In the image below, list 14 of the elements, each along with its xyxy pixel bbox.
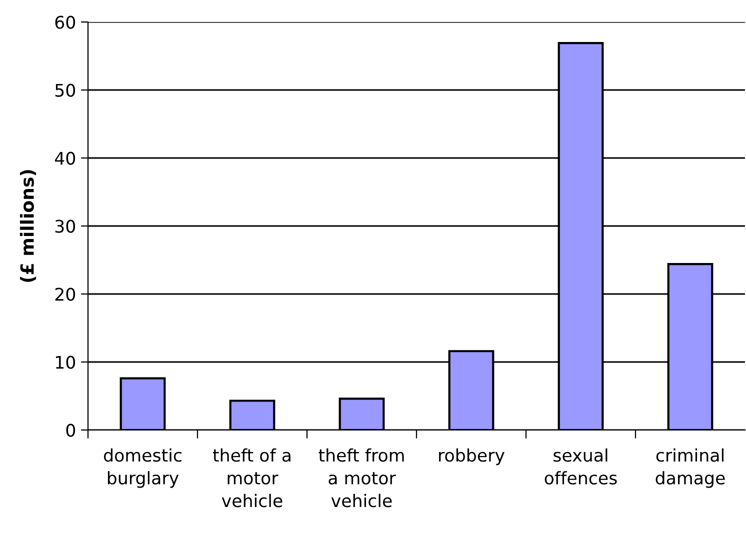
x-tick-label: sexual offences [544,448,617,485]
x-tick-label: robbery [439,448,504,466]
x-tick-label: domestic burglary [104,448,182,488]
y-tick-label: 0 [66,424,76,437]
x-tick-label: theft of a motor vehicle [212,448,290,508]
y-tick-label: 60 [55,16,76,29]
y-axis-title: (£ millions) [20,170,36,282]
x-tick-label: theft from a motor vehicle [318,448,404,508]
y-tick-label: 10 [56,356,76,369]
y-tick-label: 50 [55,84,76,97]
x-tick-label: criminal damage [656,448,725,488]
y-tick-label: 30 [55,220,76,233]
y-tick-label: 20 [55,288,76,301]
y-tick-label: 40 [54,152,76,165]
